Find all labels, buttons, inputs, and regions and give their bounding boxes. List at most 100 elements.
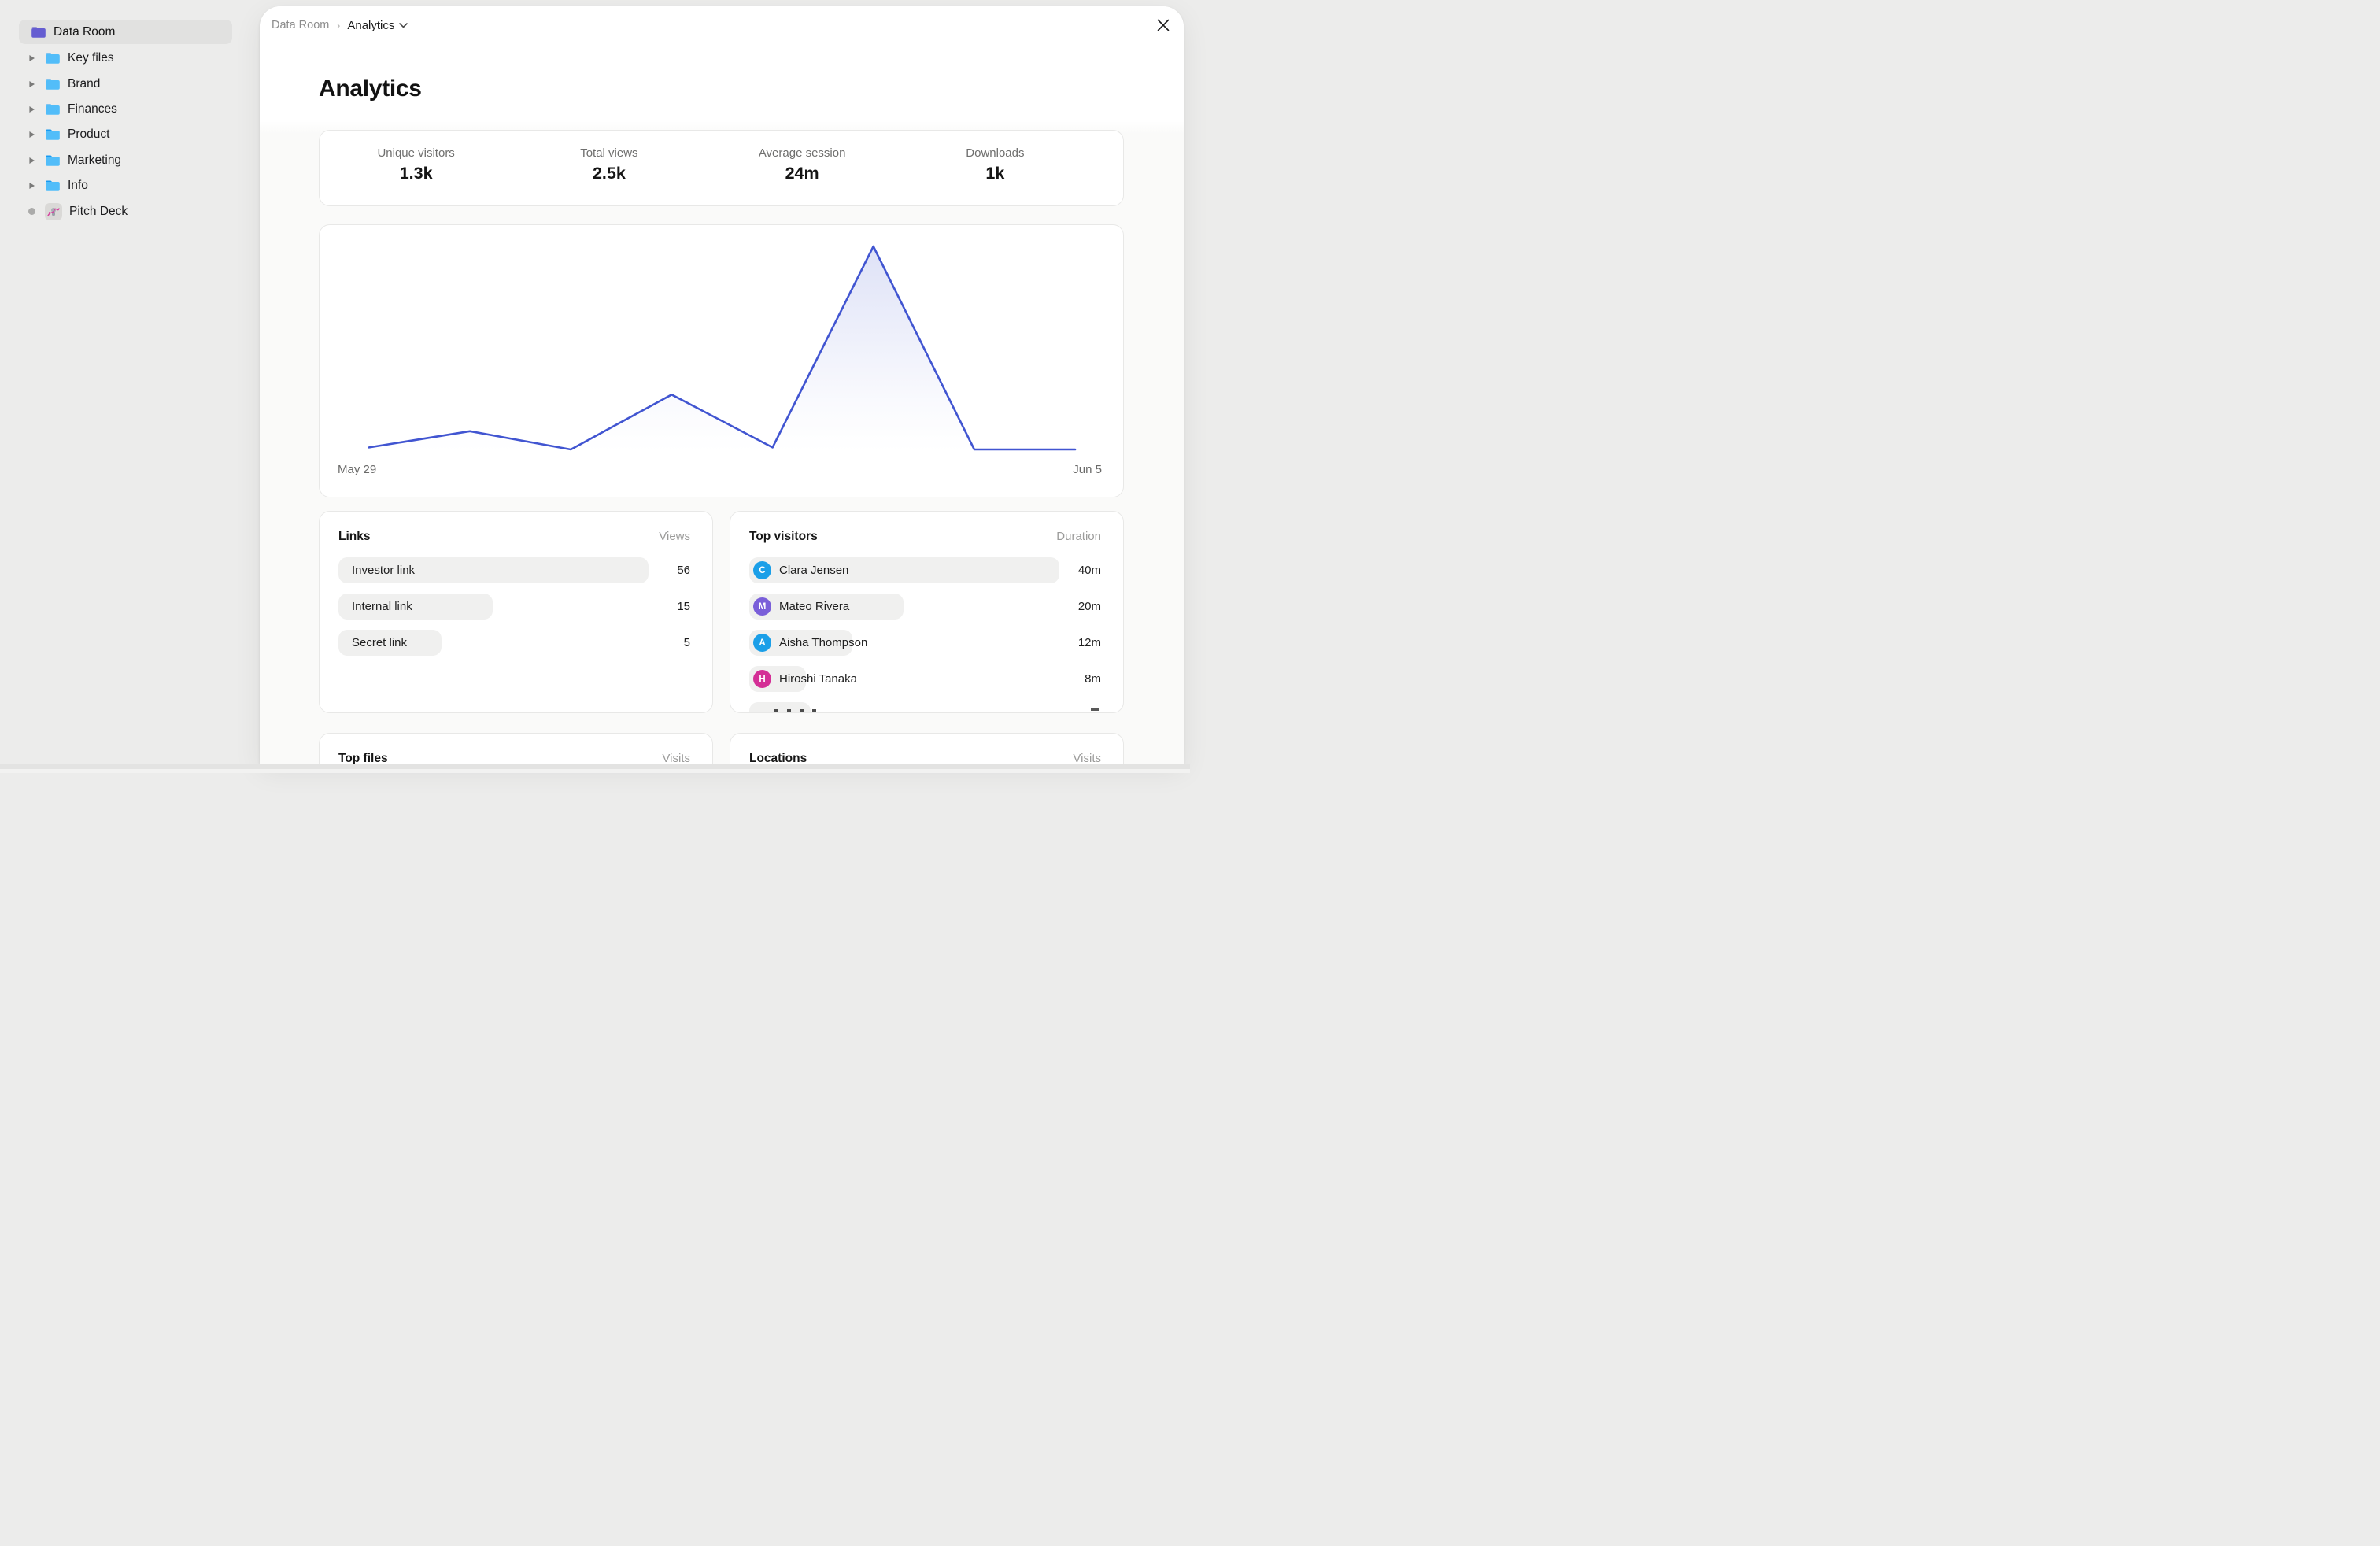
- visitor-name: Hiroshi Tanaka: [779, 672, 857, 686]
- window-bottom-strip: [0, 764, 1190, 769]
- panel-value-header: Visits: [1073, 752, 1101, 764]
- avatar: C: [753, 561, 771, 579]
- sticky-header-band: [260, 6, 1184, 121]
- stat-value: 24m: [785, 164, 819, 183]
- disclosure-triangle-icon[interactable]: [26, 157, 37, 165]
- folder-blue-icon: [45, 179, 61, 192]
- folder-blue-icon: [45, 128, 61, 141]
- visitor-duration-value: 40m: [1077, 564, 1101, 577]
- avatar: M: [753, 597, 771, 616]
- sidebar-item-label: Info: [68, 179, 88, 193]
- visitor-usage-bar: H Hiroshi Tanaka: [749, 666, 857, 692]
- link-views-value: 56: [677, 564, 690, 577]
- disclosure-triangle-icon[interactable]: [26, 131, 37, 139]
- chevron-down-icon: [399, 22, 408, 28]
- stat-unique-visitors: Unique visitors 1.3k: [320, 131, 512, 205]
- links-panel: Links Views Investor link 56 Internal li…: [319, 511, 713, 713]
- link-row-internal[interactable]: Internal link 15: [338, 594, 690, 620]
- panel-title: Locations: [749, 752, 808, 764]
- clipped-value-top: [1091, 708, 1099, 711]
- link-row-secret[interactable]: Secret link 5: [338, 630, 690, 656]
- sidebar-item-key-files[interactable]: Key files: [0, 46, 260, 71]
- stat-label: Unique visitors: [377, 146, 455, 160]
- folder-blue-icon: [45, 52, 61, 65]
- disclosure-triangle-icon[interactable]: [26, 182, 37, 190]
- stat-value: 2.5k: [592, 164, 626, 183]
- stat-label: Total views: [580, 146, 638, 160]
- stat-label: Average session: [758, 146, 846, 160]
- link-usage-bar: Investor link: [338, 557, 649, 583]
- visitor-row-aisha-thompson[interactable]: A Aisha Thompson 12m: [749, 630, 1101, 656]
- disclosure-triangle-icon[interactable]: [26, 80, 37, 88]
- folder-blue-icon: [45, 78, 61, 91]
- app-window: Data Room Key files: [0, 0, 1190, 773]
- link-label: Secret link: [352, 636, 408, 649]
- stat-average-session: Average session 24m: [706, 131, 899, 205]
- link-row-investor[interactable]: Investor link 56: [338, 557, 690, 583]
- visitor-name: Mateo Rivera: [779, 600, 850, 613]
- analytics-sheet: Data Room › Analytics Analytics Unique v…: [260, 6, 1184, 764]
- bullet-dot-icon: [26, 208, 37, 216]
- page-title: Analytics: [319, 76, 422, 102]
- panel-title: Top files: [338, 752, 388, 764]
- locations-panel: Locations Visits: [730, 733, 1124, 764]
- stat-downloads: Downloads 1k: [899, 131, 1092, 205]
- visitor-row-mateo-rivera[interactable]: M Mateo Rivera 20m: [749, 594, 1101, 620]
- sidebar-item-label: Product: [68, 128, 110, 142]
- panel-value-header: Duration: [1056, 530, 1101, 543]
- breadcrumb-current[interactable]: Analytics: [347, 19, 408, 32]
- link-label: Internal link: [352, 600, 412, 613]
- sidebar-item-marketing[interactable]: Marketing: [0, 148, 260, 173]
- disclosure-triangle-icon[interactable]: [26, 54, 37, 62]
- breadcrumb-current-label: Analytics: [347, 18, 395, 32]
- stat-label: Downloads: [966, 146, 1025, 160]
- link-usage-bar: Secret link: [338, 630, 442, 656]
- visitor-usage-bar: C Clara Jensen: [749, 557, 1059, 583]
- visitor-duration-value: 12m: [1077, 636, 1101, 649]
- sidebar-item-label: Finances: [68, 102, 117, 116]
- visitor-name: Clara Jensen: [779, 564, 849, 577]
- sidebar-item-product[interactable]: Product: [0, 122, 260, 147]
- stat-total-views: Total views 2.5k: [512, 131, 705, 205]
- folder-blue-icon: [45, 154, 61, 167]
- visitor-usage-bar: M Mateo Rivera: [749, 594, 904, 620]
- sidebar-item-label: Key files: [68, 51, 114, 65]
- breadcrumb-separator-icon: ›: [336, 18, 341, 32]
- x-axis-label-end: Jun 5: [1073, 463, 1102, 476]
- sidebar-item-finances[interactable]: Finances: [0, 97, 260, 122]
- sidebar: Data Room Key files: [0, 0, 260, 764]
- close-button[interactable]: [1150, 12, 1177, 39]
- visitor-row-partial: [749, 702, 1101, 712]
- visitor-name: Aisha Thompson: [779, 636, 868, 649]
- visitor-usage-bar: A Aisha Thompson: [749, 630, 867, 656]
- visitor-duration-value: 20m: [1077, 600, 1101, 613]
- visitor-row-hiroshi-tanaka[interactable]: H Hiroshi Tanaka 8m: [749, 666, 1101, 692]
- stat-value: 1k: [985, 164, 1005, 183]
- pitch-deck-thumbnail-icon: [45, 202, 62, 220]
- x-axis-label-start: May 29: [338, 463, 377, 476]
- disclosure-triangle-icon[interactable]: [26, 105, 37, 113]
- sidebar-tree: Key files Brand: [0, 46, 260, 224]
- visitor-duration-value: 8m: [1085, 672, 1101, 686]
- stat-value: 1.3k: [399, 164, 433, 183]
- sidebar-item-brand[interactable]: Brand: [0, 71, 260, 96]
- sidebar-item-label: Brand: [68, 76, 101, 91]
- sidebar-item-data-room[interactable]: Data Room: [19, 20, 232, 44]
- breadcrumb-parent[interactable]: Data Room: [272, 19, 330, 31]
- link-label: Investor link: [352, 564, 416, 577]
- window-bottom-edge: [0, 769, 1190, 773]
- link-views-value: 5: [683, 636, 690, 649]
- visitor-row-clara-jensen[interactable]: C Clara Jensen 40m: [749, 557, 1101, 583]
- link-views-value: 15: [677, 600, 690, 613]
- visitor-usage-bar-clipped: [749, 702, 811, 712]
- sidebar-item-label: Marketing: [68, 153, 122, 167]
- close-icon: [1156, 18, 1170, 32]
- panel-title: Top visitors: [749, 530, 818, 543]
- sidebar-item-pitch-deck[interactable]: Pitch Deck: [0, 198, 260, 224]
- link-usage-bar: Internal link: [338, 594, 493, 620]
- sidebar-item-info[interactable]: Info: [0, 173, 260, 198]
- panel-value-header: Visits: [662, 752, 690, 764]
- clipped-text-tops: [774, 709, 825, 712]
- avatar: H: [753, 670, 771, 688]
- sidebar-item-label: Data Room: [54, 24, 116, 39]
